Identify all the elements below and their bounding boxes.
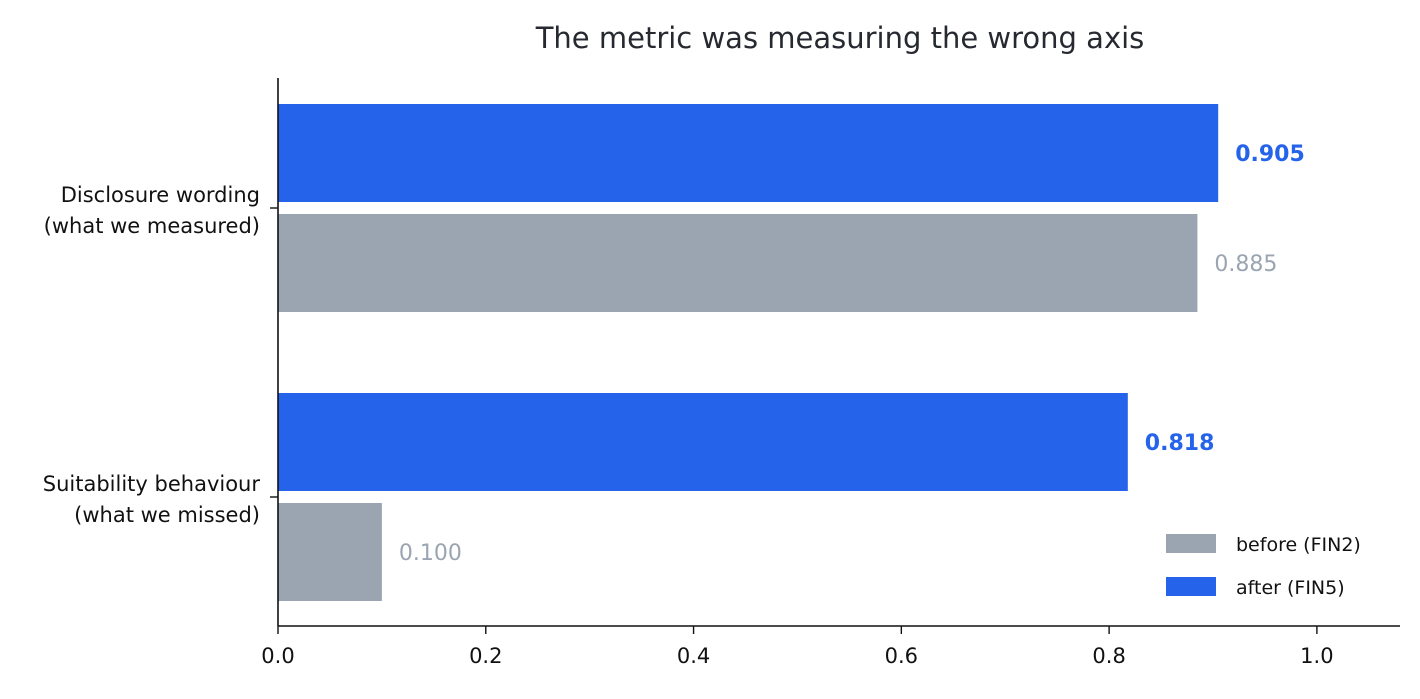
bar-after-0 <box>278 104 1219 202</box>
legend: before (FIN2) after (FIN5) <box>1166 534 1361 599</box>
bars-layer <box>278 104 1219 601</box>
x-tick-label: 0.8 <box>1092 644 1125 668</box>
value-label-after-0: 0.905 <box>1235 142 1305 167</box>
value-label-after-1: 0.818 <box>1145 431 1215 456</box>
bar-before-0 <box>278 214 1198 312</box>
bar-after-1 <box>278 393 1128 491</box>
x-tick-label: 0.6 <box>885 644 918 668</box>
x-tick-label: 0.4 <box>677 644 710 668</box>
x-tick-label: 1.0 <box>1300 644 1333 668</box>
x-tick-label: 0.2 <box>469 644 502 668</box>
bar-before-1 <box>278 503 382 601</box>
legend-swatch-before <box>1166 534 1216 553</box>
axes-layer: 0.0 0.2 0.4 0.6 0.8 1.0 Disclosure wording (wha… <box>43 78 1400 668</box>
legend-label-before: before (FIN2) <box>1236 534 1361 556</box>
chart-title: The metric was measuring the wrong axis <box>535 21 1145 55</box>
labels-layer: 0.885 0.100 0.905 0.818 <box>399 142 1305 566</box>
legend-label-after: after (FIN5) <box>1236 577 1345 599</box>
legend-swatch-after <box>1166 577 1216 596</box>
value-label-before-0: 0.885 <box>1214 252 1277 277</box>
category-label-0: Disclosure wording (what we measured) <box>44 183 260 238</box>
value-label-before-1: 0.100 <box>399 541 462 566</box>
category-label-1: Suitability behaviour (what we missed) <box>43 472 261 527</box>
x-tick-label: 0.0 <box>261 644 294 668</box>
